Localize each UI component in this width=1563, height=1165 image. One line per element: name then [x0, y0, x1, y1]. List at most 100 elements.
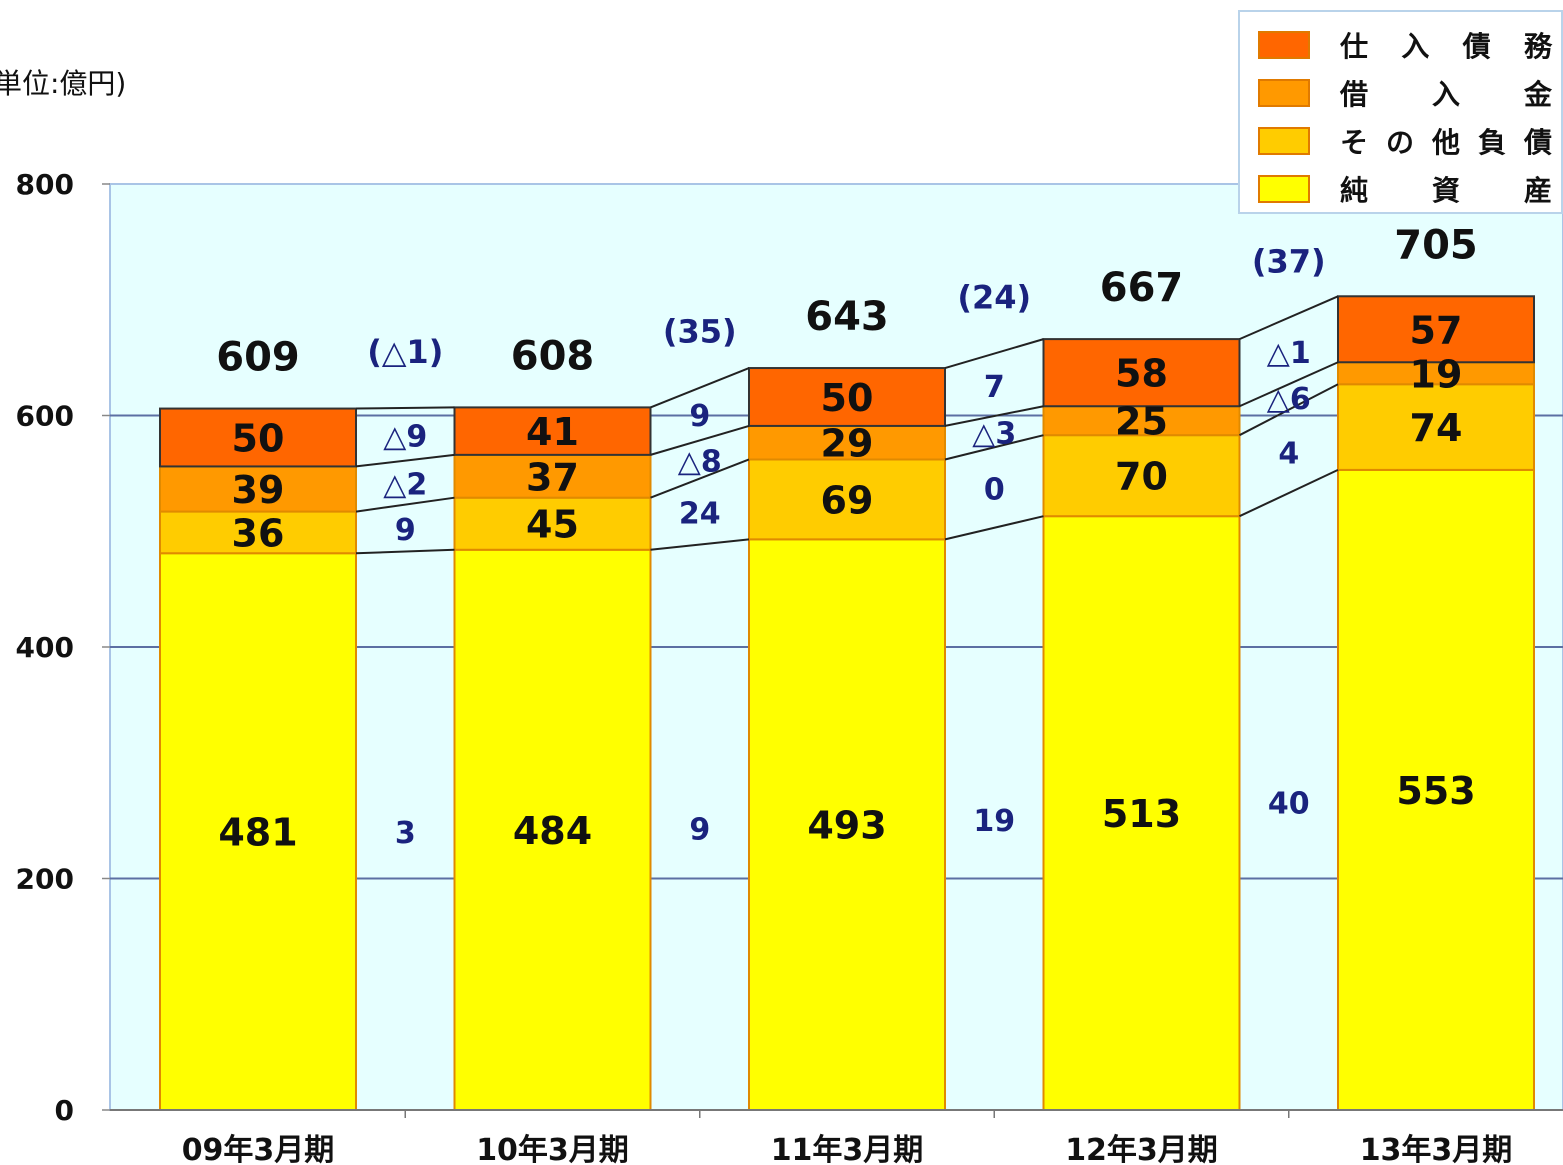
- legend-label: 純資産: [1340, 169, 1552, 209]
- bar-segment: [1042, 434, 1241, 518]
- segment-value-label: 19: [1410, 352, 1463, 396]
- segment-value-label: 41: [526, 410, 579, 454]
- legend-char: 負: [1477, 126, 1506, 159]
- change-label: △2: [383, 468, 427, 503]
- total-label: 643: [805, 294, 889, 340]
- x-tick-label: 10年3月期: [476, 1133, 629, 1165]
- total-change-label: (37): [1252, 243, 1326, 281]
- segment-value-label: 70: [1115, 455, 1168, 499]
- legend-char: 債: [1462, 30, 1491, 63]
- bar-segment: [1337, 468, 1535, 1111]
- connector-line: [355, 548, 455, 555]
- change-label: 9: [689, 812, 710, 847]
- legend-char: 債: [1523, 126, 1552, 159]
- connector-line: [355, 406, 455, 410]
- connector-line: [1239, 383, 1339, 437]
- total-change-label: (35): [663, 313, 737, 351]
- segment-value-label: 45: [526, 503, 579, 547]
- segment-value-label: 57: [1410, 308, 1463, 352]
- legend-char: 入: [1401, 30, 1430, 63]
- legend-label: その他負債: [1340, 121, 1552, 161]
- bar-segment: [748, 458, 946, 541]
- segment-labels: 4813639504844537414936929505137025585537…: [218, 308, 1475, 854]
- change-label: 19: [973, 804, 1015, 839]
- bar-segment: [1042, 338, 1241, 408]
- total-change-label: (24): [957, 279, 1031, 317]
- total-label: 667: [1100, 265, 1184, 311]
- total-label: 608: [511, 333, 595, 379]
- total-label: 705: [1394, 222, 1478, 268]
- y-tick-label: 400: [16, 631, 74, 664]
- connector-line: [944, 434, 1044, 461]
- change-label: 9: [689, 399, 710, 434]
- legend-swatch: [1258, 175, 1310, 203]
- segment-value-label: 553: [1396, 769, 1475, 813]
- connector-line: [650, 367, 750, 409]
- bars: [159, 295, 1535, 1111]
- y-tick-label: 0: [55, 1094, 74, 1127]
- connector-line: [944, 515, 1044, 541]
- segment-value-label: 493: [807, 804, 886, 848]
- legend: 仕入債務 借入金 その他負債 純資産: [1238, 10, 1563, 214]
- y-tick-label: 800: [16, 168, 74, 201]
- y-axis: 0 200 400 600 800: [16, 168, 110, 1127]
- connector-line: [650, 458, 750, 499]
- connector-line: [944, 405, 1044, 427]
- change-labels: 3 9 △2 △9 (△1) 9 24 △8 9 (35) 19 0 △3 7 (24) 40 4 △6 △1 (37…: [367, 243, 1325, 851]
- segment-value-label: 25: [1115, 400, 1168, 444]
- change-label: △9: [383, 419, 427, 454]
- total-change-label: (△1): [367, 333, 443, 371]
- legend-char: の: [1385, 126, 1414, 159]
- legend-char: 産: [1523, 174, 1552, 207]
- unit-label: 単位:億円): [0, 67, 127, 100]
- change-label: 9: [395, 513, 416, 548]
- legend-char: 借: [1340, 78, 1369, 111]
- change-label: 4: [1278, 436, 1299, 471]
- x-tick-label: 13年3月期: [1360, 1133, 1513, 1165]
- bar-segment: [453, 453, 652, 499]
- segment-value-label: 69: [821, 478, 874, 522]
- legend-char: そ: [1340, 126, 1369, 159]
- segment-value-label: 481: [218, 811, 297, 855]
- segment-value-label: 39: [232, 468, 285, 512]
- change-label: 7: [984, 370, 1005, 405]
- legend-item-net-assets: 純資産: [1258, 169, 1552, 209]
- legend-item-accounts-payable: 仕入債務: [1258, 25, 1552, 65]
- change-label: △1: [1267, 336, 1311, 371]
- connector-lines: [355, 295, 1339, 555]
- connector-line: [650, 538, 750, 551]
- y-tick-label: 200: [16, 863, 74, 896]
- y-tick-label: 600: [16, 400, 74, 433]
- bar-segment: [159, 407, 357, 468]
- legend-char: 務: [1523, 30, 1552, 63]
- bar-segment: [748, 538, 946, 1111]
- bar-segment: [453, 406, 652, 456]
- change-label: 24: [679, 497, 721, 532]
- connector-line: [944, 338, 1044, 370]
- change-label: △6: [1267, 382, 1311, 417]
- segment-value-label: 50: [232, 416, 285, 460]
- segment-value-label: 484: [513, 809, 592, 853]
- bar-segment: [748, 367, 946, 427]
- x-tick-label: 12年3月期: [1065, 1133, 1218, 1165]
- legend-char: 金: [1523, 78, 1552, 111]
- connector-line: [355, 496, 455, 513]
- legend-char: 資: [1431, 174, 1460, 207]
- bar-segment: [1337, 295, 1535, 364]
- segment-value-label: 29: [821, 422, 874, 466]
- legend-swatch: [1258, 31, 1310, 59]
- connector-line: [1239, 361, 1339, 408]
- bar-segment: [453, 496, 652, 551]
- segment-value-label: 513: [1102, 792, 1181, 836]
- x-tick-label: 11年3月期: [771, 1133, 924, 1165]
- connector-line: [650, 424, 750, 456]
- bar-segment: [1042, 405, 1241, 437]
- bar-segment: [159, 552, 357, 1111]
- bar-segment: [159, 465, 357, 513]
- segment-value-label: 50: [821, 376, 874, 420]
- change-label: 40: [1268, 787, 1310, 822]
- change-label: 3: [395, 816, 416, 851]
- segment-value-label: 58: [1115, 352, 1168, 396]
- legend-label: 仕入債務: [1340, 25, 1552, 65]
